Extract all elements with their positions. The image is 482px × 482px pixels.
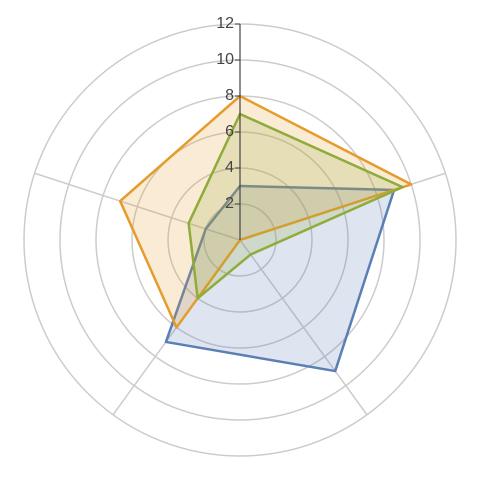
spoke: [239, 239, 368, 416]
tick-label: 4: [225, 159, 234, 176]
series-area: [164, 184, 396, 373]
series-area: [118, 94, 413, 329]
tick-label: 8: [225, 87, 234, 104]
tick-label: 6: [225, 123, 234, 140]
tick-label: 2: [225, 195, 234, 212]
series-area: [187, 112, 404, 300]
tick-label: 10: [216, 51, 234, 68]
tick-label: 12: [216, 15, 234, 32]
